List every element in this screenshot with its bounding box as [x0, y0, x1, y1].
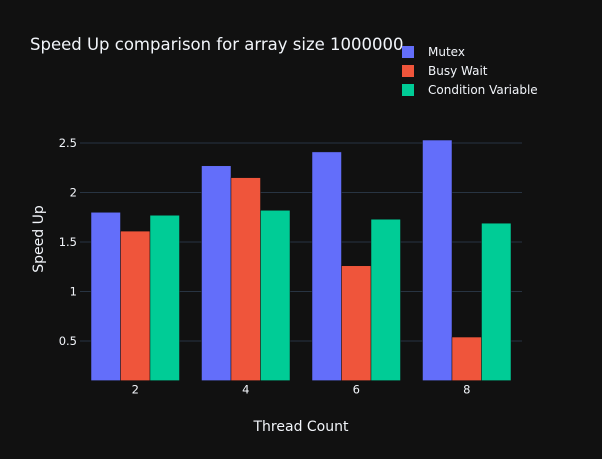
bar-condition-variable-8[interactable] [481, 222, 512, 381]
x-tick-label: 8 [463, 383, 470, 397]
legend-swatch [402, 84, 414, 96]
x-axis-title: Thread Count [253, 419, 349, 435]
x-tick-label: 6 [353, 383, 360, 397]
y-tick-label: 1 [70, 285, 77, 299]
y-tick-label: 2 [70, 186, 77, 200]
y-tick-label: 1.5 [59, 235, 77, 249]
bar-mutex-8[interactable] [422, 139, 453, 381]
bar-mutex-4[interactable] [201, 165, 232, 381]
bar-condition-variable-2[interactable] [149, 215, 180, 381]
bar-mutex-6[interactable] [311, 151, 342, 381]
legend-item-mutex[interactable]: Mutex [402, 45, 465, 59]
bar-condition-variable-4[interactable] [260, 210, 291, 381]
bar-busy-wait-2[interactable] [120, 230, 151, 381]
bar-mutex-2[interactable] [90, 212, 121, 381]
y-tick-label: 0.5 [59, 334, 77, 348]
x-tick-label: 4 [242, 383, 249, 397]
x-axis-tick-labels: 2 4 6 8 [132, 383, 471, 397]
legend-label: Busy Wait [428, 64, 488, 78]
y-axis-tick-labels: 0.5 1 1.5 2 2.5 [59, 136, 77, 348]
bars-layer [90, 139, 512, 381]
bar-busy-wait-6[interactable] [341, 265, 372, 381]
bar-busy-wait-4[interactable] [230, 177, 261, 381]
x-tick-label: 2 [132, 383, 139, 397]
chart-title: Speed Up comparison for array size 10000… [30, 35, 404, 54]
bar-condition-variable-6[interactable] [370, 218, 401, 381]
y-axis-title: Speed Up [31, 205, 47, 273]
legend-label: Mutex [428, 45, 465, 59]
legend[interactable]: Mutex Busy Wait Condition Variable [402, 45, 538, 97]
legend-swatch [402, 46, 414, 58]
legend-item-condition-variable[interactable]: Condition Variable [402, 83, 538, 97]
y-tick-label: 2.5 [59, 136, 77, 150]
legend-item-busy-wait[interactable]: Busy Wait [402, 64, 488, 78]
legend-swatch [402, 65, 414, 77]
bar-busy-wait-8[interactable] [451, 336, 482, 381]
legend-label: Condition Variable [428, 83, 538, 97]
